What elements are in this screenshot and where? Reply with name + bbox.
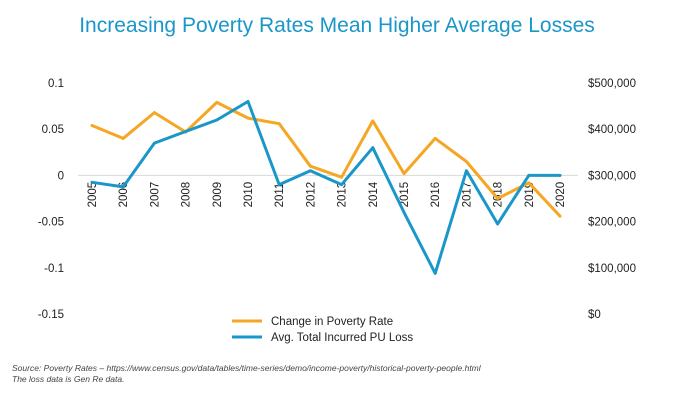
data-point (465, 169, 468, 173)
source-note: Source: Poverty Rates – https://www.cens… (12, 363, 481, 385)
left-y-tick-label: 0 (58, 170, 64, 182)
x-tick-label: 2008 (181, 182, 193, 208)
source-line-1: Source: Poverty Rates – https://www.cens… (12, 363, 481, 373)
data-point (121, 137, 125, 140)
x-tick-label: 2005 (87, 182, 99, 208)
x-tick-label: 2015 (399, 182, 411, 208)
legend-label: Avg. Total Incurred PU Loss (271, 332, 413, 344)
data-point (340, 183, 343, 187)
data-point (402, 172, 406, 175)
data-point (309, 169, 312, 173)
data-point (433, 137, 437, 140)
data-point (433, 271, 437, 275)
data-point (340, 175, 343, 179)
left-y-tick-label: 0.1 (48, 78, 64, 90)
data-point (215, 118, 219, 122)
left-y-tick-label: 0.05 (42, 124, 64, 136)
x-tick-label: 2018 (493, 182, 505, 208)
x-tick-label: 2020 (555, 182, 567, 208)
data-point (121, 185, 125, 189)
data-point (90, 180, 94, 184)
series-line-poverty-rate (90, 100, 562, 218)
data-point (246, 100, 250, 103)
data-point (90, 124, 94, 127)
right-y-tick-label: $200,000 (588, 217, 636, 229)
left-y-tick-label: -0.05 (38, 217, 64, 229)
data-point (496, 222, 499, 226)
x-tick-label: 2006 (118, 182, 130, 208)
x-tick-label: 2016 (430, 182, 442, 208)
data-point (527, 181, 531, 185)
right-y-tick-label: $100,000 (588, 263, 636, 275)
data-point (153, 111, 156, 114)
x-tick-label: 2017 (461, 182, 473, 208)
right-y-tick-label: $400,000 (588, 124, 636, 136)
series-line-pu-loss (90, 100, 562, 275)
right-y-tick-label: $500,000 (588, 78, 636, 90)
data-point (496, 197, 499, 200)
x-tick-label: 2009 (212, 182, 224, 208)
chart-title: Increasing Poverty Rates Mean Higher Ave… (79, 14, 595, 37)
x-tick-label: 2014 (368, 181, 380, 207)
x-tick-label: 2010 (243, 182, 255, 208)
data-point (371, 146, 375, 150)
x-tick-label: 2011 (274, 183, 286, 208)
data-point (527, 174, 531, 177)
data-point (558, 174, 562, 177)
x-tick-label: 2007 (149, 182, 161, 208)
data-point (277, 122, 281, 126)
x-tick-label: 2012 (305, 182, 317, 208)
x-tick-label: 2013 (337, 182, 349, 208)
data-point (184, 130, 188, 133)
legend-label: Change in Poverty Rate (271, 316, 393, 328)
data-point (246, 116, 250, 120)
left-y-tick-label: -0.15 (38, 309, 64, 321)
right-y-tick-label: $0 (588, 309, 601, 321)
right-y-tick-label: $300,000 (588, 170, 636, 182)
left-y-tick-label: -0.1 (44, 263, 64, 275)
data-point (465, 160, 468, 163)
data-point (309, 164, 312, 168)
data-point (558, 214, 562, 218)
source-line-2: The loss data is Gen Re data. (12, 374, 125, 384)
data-point (371, 119, 375, 123)
data-point (215, 101, 219, 104)
data-point (402, 210, 406, 214)
data-point (153, 141, 156, 145)
data-point (277, 183, 281, 187)
